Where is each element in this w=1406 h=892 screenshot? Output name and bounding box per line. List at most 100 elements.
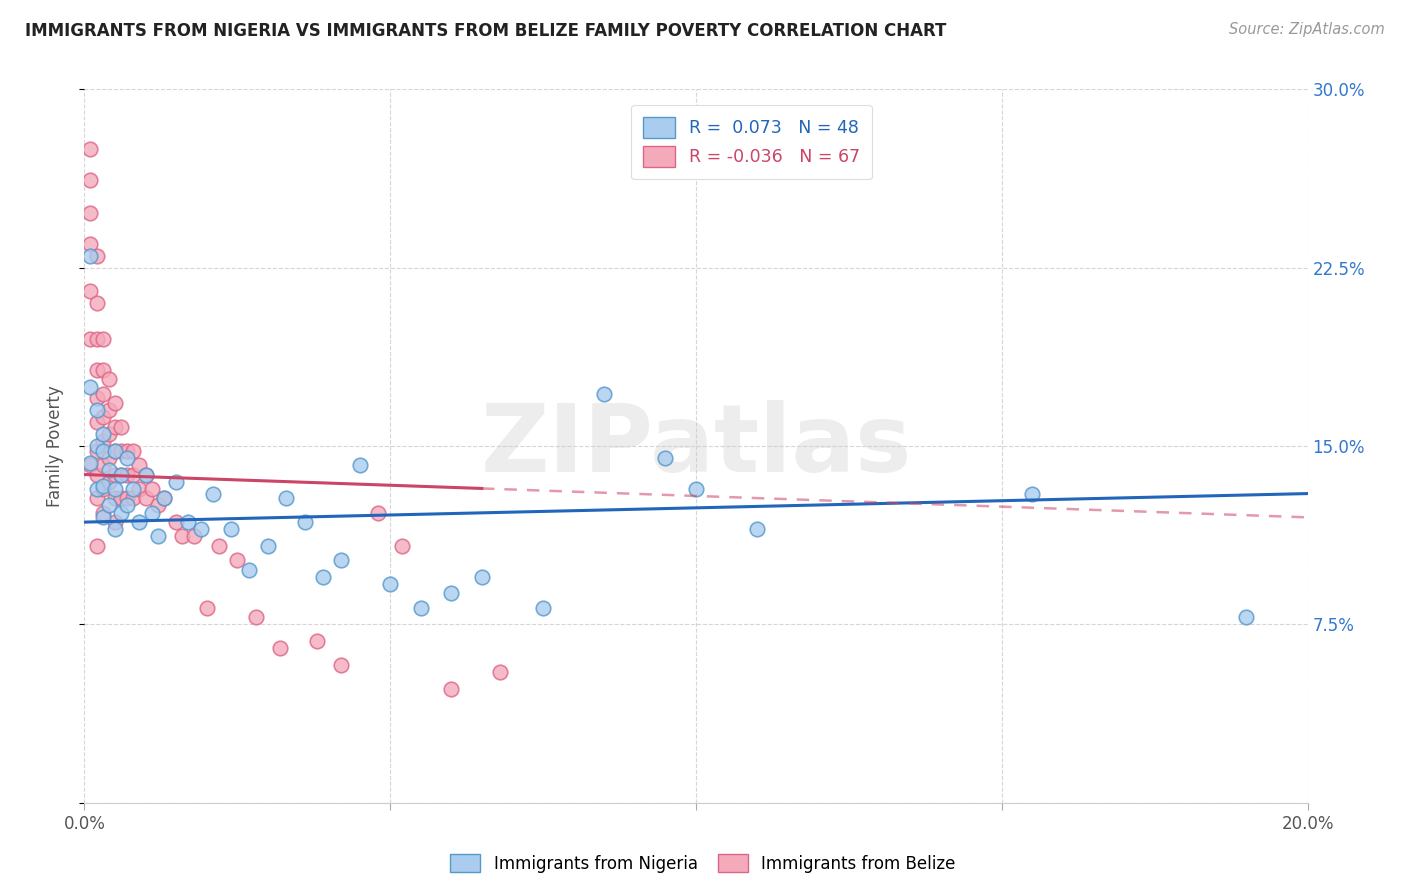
Point [165, 475, 187, 489]
Legend: Immigrants from Nigeria, Immigrants from Belize: Immigrants from Nigeria, Immigrants from… [444, 847, 962, 880]
Point [91, 386, 114, 401]
Point [97, 427, 120, 442]
Point [86, 403, 108, 417]
Point [201, 486, 224, 500]
Point [409, 600, 432, 615]
Point [91, 458, 114, 472]
Point [183, 529, 205, 543]
Point [79, 332, 101, 346]
Point [91, 427, 114, 442]
Point [654, 450, 676, 465]
Point [122, 491, 145, 506]
Point [86, 491, 108, 506]
Point [747, 522, 769, 536]
Point [104, 491, 127, 506]
Point [294, 515, 316, 529]
Point [97, 475, 120, 489]
Text: ZIPatlas: ZIPatlas [481, 400, 911, 492]
Point [115, 467, 138, 482]
Point [115, 450, 138, 465]
Point [86, 415, 108, 429]
Point [141, 506, 163, 520]
Point [440, 586, 463, 600]
Point [91, 506, 114, 520]
Point [86, 332, 108, 346]
Point [128, 515, 150, 529]
Point [245, 610, 267, 624]
Point [122, 467, 145, 482]
Point [531, 600, 554, 615]
Point [110, 467, 132, 482]
Point [91, 363, 114, 377]
Point [79, 172, 101, 186]
Point [440, 681, 463, 696]
Point [110, 491, 132, 506]
Point [91, 510, 114, 524]
Point [86, 439, 108, 453]
Point [91, 479, 114, 493]
Point [79, 206, 101, 220]
Point [257, 539, 280, 553]
Point [593, 386, 616, 401]
Point [91, 410, 114, 425]
Point [104, 443, 127, 458]
Point [128, 482, 150, 496]
Point [305, 634, 328, 648]
Point [104, 515, 127, 529]
Point [135, 467, 157, 482]
Point [104, 467, 127, 482]
Point [165, 515, 187, 529]
Point [1021, 486, 1043, 500]
Point [219, 522, 242, 536]
Point [269, 641, 291, 656]
Point [367, 506, 389, 520]
Text: IMMIGRANTS FROM NIGERIA VS IMMIGRANTS FROM BELIZE FAMILY POVERTY CORRELATION CHA: IMMIGRANTS FROM NIGERIA VS IMMIGRANTS FR… [25, 22, 946, 40]
Point [195, 600, 218, 615]
Point [1236, 610, 1258, 624]
Point [86, 296, 108, 310]
Point [172, 529, 194, 543]
Point [330, 553, 353, 567]
Point [190, 522, 212, 536]
Point [86, 363, 108, 377]
Point [685, 482, 707, 496]
Point [97, 372, 120, 386]
Point [97, 499, 120, 513]
Point [141, 482, 163, 496]
Point [489, 665, 512, 679]
Point [146, 529, 169, 543]
Point [86, 539, 108, 553]
Point [312, 570, 335, 584]
Point [91, 332, 114, 346]
Point [79, 379, 101, 393]
Point [115, 491, 138, 506]
Point [226, 553, 249, 567]
Point [238, 563, 260, 577]
Point [104, 522, 127, 536]
Point [153, 491, 176, 506]
Point [391, 539, 413, 553]
Point [86, 392, 108, 406]
Point [91, 482, 114, 496]
Point [128, 458, 150, 472]
Point [104, 420, 127, 434]
Point [110, 443, 132, 458]
Point [135, 491, 157, 506]
Point [79, 285, 101, 299]
Point [110, 506, 132, 520]
Point [86, 249, 108, 263]
Point [104, 443, 127, 458]
Point [208, 539, 231, 553]
Point [177, 515, 200, 529]
Point [146, 499, 169, 513]
Legend: R =  0.073   N = 48, R = -0.036   N = 67: R = 0.073 N = 48, R = -0.036 N = 67 [631, 105, 872, 179]
Point [79, 458, 101, 472]
Y-axis label: Family Poverty: Family Poverty [45, 385, 63, 507]
Point [104, 482, 127, 496]
Point [86, 443, 108, 458]
Point [122, 482, 145, 496]
Point [135, 467, 157, 482]
Point [104, 396, 127, 410]
Point [79, 249, 101, 263]
Text: Source: ZipAtlas.com: Source: ZipAtlas.com [1229, 22, 1385, 37]
